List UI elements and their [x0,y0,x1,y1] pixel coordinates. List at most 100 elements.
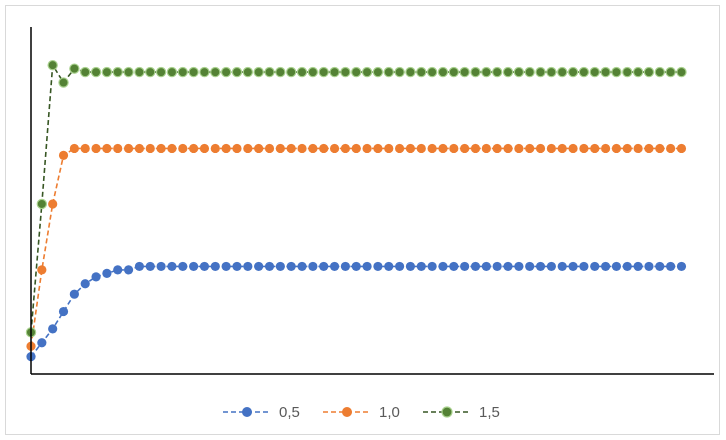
series-0-point [438,261,448,272]
legend-marker-1 [342,407,352,417]
series-2-point [296,66,308,78]
series-1-point [557,143,567,154]
series-0-point [557,261,567,272]
series-1-point [48,199,58,209]
series-0-point [48,324,58,334]
series-0-point [633,261,643,272]
series-1-point [546,143,556,154]
series-2-point [329,66,340,78]
series-0-point [622,261,632,272]
series-2-point [231,66,243,78]
series-0-point [189,261,199,272]
series-2-point [513,66,525,78]
series-1-point [340,143,350,154]
series-1-point [568,143,578,154]
series-0-point [676,261,687,272]
series-1-point [199,143,210,154]
legend-item-1: 1,0 [323,404,400,421]
series-0-point [319,261,329,272]
series-0-point [351,261,361,272]
series-2-point [134,66,145,78]
series-1-line [30,147,682,347]
series-2-point [242,66,254,78]
series-0-point [221,261,231,272]
series-1-point [438,143,448,154]
series-2-point [448,66,460,78]
series-0-point [254,261,264,272]
series-1-point [243,143,253,154]
series-1-point [535,143,546,154]
series-2-point [58,77,69,88]
series-2-point [470,66,481,78]
series-2-line [30,62,682,333]
series-2-point [416,66,427,78]
series-0-point [405,261,416,272]
series-2-point [285,66,297,78]
series-0-point [113,265,123,275]
series-2-point [80,66,91,78]
series-2-point [459,66,470,78]
series-0-point [167,261,177,272]
series-0-point [666,261,676,272]
series-0-point [232,261,242,272]
series-1-point [319,143,329,154]
series-1-point [449,143,459,154]
series-2-point [177,66,188,78]
series-1-point [113,143,123,154]
series-1-point [514,143,524,154]
series-2-point [589,66,600,78]
series-1-point [264,143,275,154]
series-2-point [600,66,611,78]
series-2-point [340,66,351,78]
chart-frame [5,5,720,435]
series-1-point [590,143,600,154]
series-2-point [578,66,590,78]
series-2-point [665,66,676,78]
series-2-point [264,66,275,78]
series-2-point [437,66,449,78]
series-2-point [491,66,503,78]
series-0-point [546,261,556,272]
series-0-point [37,338,47,348]
series-2-point [654,66,665,78]
series-2-point [307,66,319,78]
series-0-point [69,289,79,299]
series-1-point [503,143,513,154]
series-0-point [395,261,405,272]
series-2-point [524,66,535,78]
series-1-point [178,143,188,154]
series-1-point [622,143,632,154]
series-0-point [644,261,654,272]
series-2-point [643,66,655,78]
series-2-point [36,198,48,210]
series-0-point [525,261,535,272]
series-0-point [655,261,665,272]
series-1-point [460,143,470,154]
series-1-point [611,143,622,154]
series-0-point [600,261,611,272]
legend-label-1: 1,0 [379,404,400,421]
series-2-point [383,66,394,78]
series-1-point [210,143,220,154]
series-0-point [503,261,513,272]
series-1-point [644,143,654,154]
series-1-point [221,143,231,154]
series-1-point [362,143,372,154]
series-1-point [633,143,643,154]
series-2-point [405,66,416,78]
series-0-point [156,261,166,272]
series-1-point [102,143,112,154]
series-1-point [156,143,166,154]
series-1-point [80,143,90,154]
series-1-point [232,143,242,154]
series-0-point [145,261,155,272]
series-0-point [514,261,524,272]
series-1 [26,143,687,351]
series-1-point [123,143,134,154]
series-2-point [394,66,405,78]
series-1-point [167,143,177,154]
series-0-point [579,261,589,272]
series-0-point [340,261,350,272]
series-0-point [275,261,285,272]
